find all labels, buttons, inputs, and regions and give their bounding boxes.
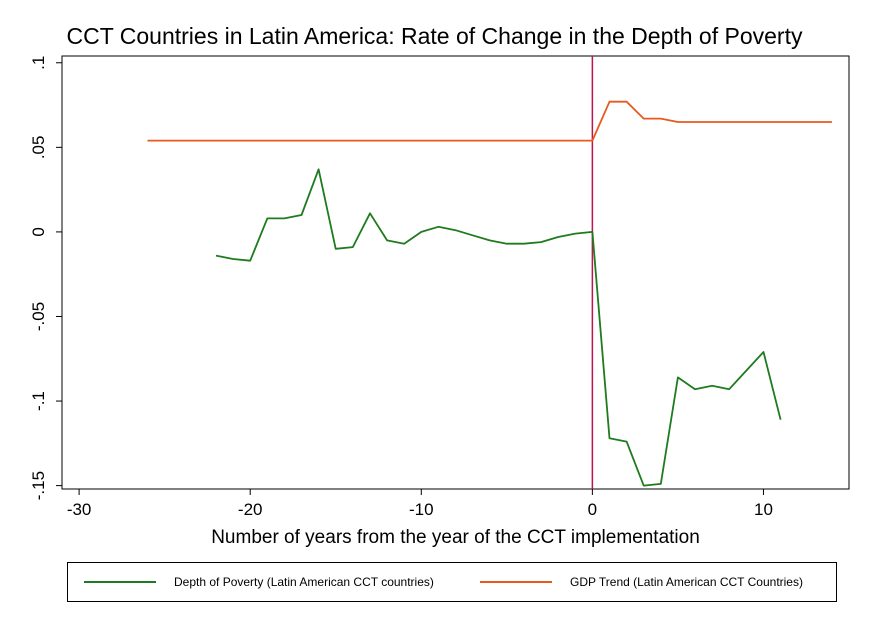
gdp-trend-line <box>147 100 832 142</box>
y-tick-label: -.15 <box>29 471 48 500</box>
line-chart: -30 -20 -10 0 10 .1 .05 0 -.05 -.1 -.15 <box>29 55 850 519</box>
series-layer <box>147 100 832 487</box>
legend-swatch-gdp-trend <box>480 581 552 583</box>
plot-frame <box>61 55 850 490</box>
y-tick-label: -.1 <box>29 391 48 411</box>
x-tick-label: 0 <box>588 500 597 519</box>
legend-item-depth-of-poverty: Depth of Poverty (Latin American CCT cou… <box>84 563 434 601</box>
depth-of-poverty-line <box>215 168 782 487</box>
legend-label-gdp-trend: GDP Trend (Latin American CCT Countries) <box>570 575 803 589</box>
y-tick-label: .1 <box>29 56 48 70</box>
x-tick-label: -20 <box>238 500 263 519</box>
axes: -30 -20 -10 0 10 .1 .05 0 -.05 -.1 -.15 <box>29 55 850 519</box>
x-tick-label: -30 <box>67 500 92 519</box>
legend-item-gdp-trend: GDP Trend (Latin American CCT Countries) <box>480 563 803 601</box>
x-tick-label: -10 <box>409 500 434 519</box>
y-tick-label: 0 <box>29 227 48 236</box>
x-axis-label: Number of years from the year of the CCT… <box>211 527 700 548</box>
legend-label-depth-of-poverty: Depth of Poverty (Latin American CCT cou… <box>174 575 434 589</box>
legend-swatch-depth-of-poverty <box>84 581 156 583</box>
chart-title: CCT Countries in Latin America: Rate of … <box>66 23 803 49</box>
legend: Depth of Poverty (Latin American CCT cou… <box>67 562 837 602</box>
y-tick-label: .05 <box>29 136 48 160</box>
x-tick-label: 10 <box>754 500 773 519</box>
y-tick-label: -.05 <box>29 302 48 331</box>
